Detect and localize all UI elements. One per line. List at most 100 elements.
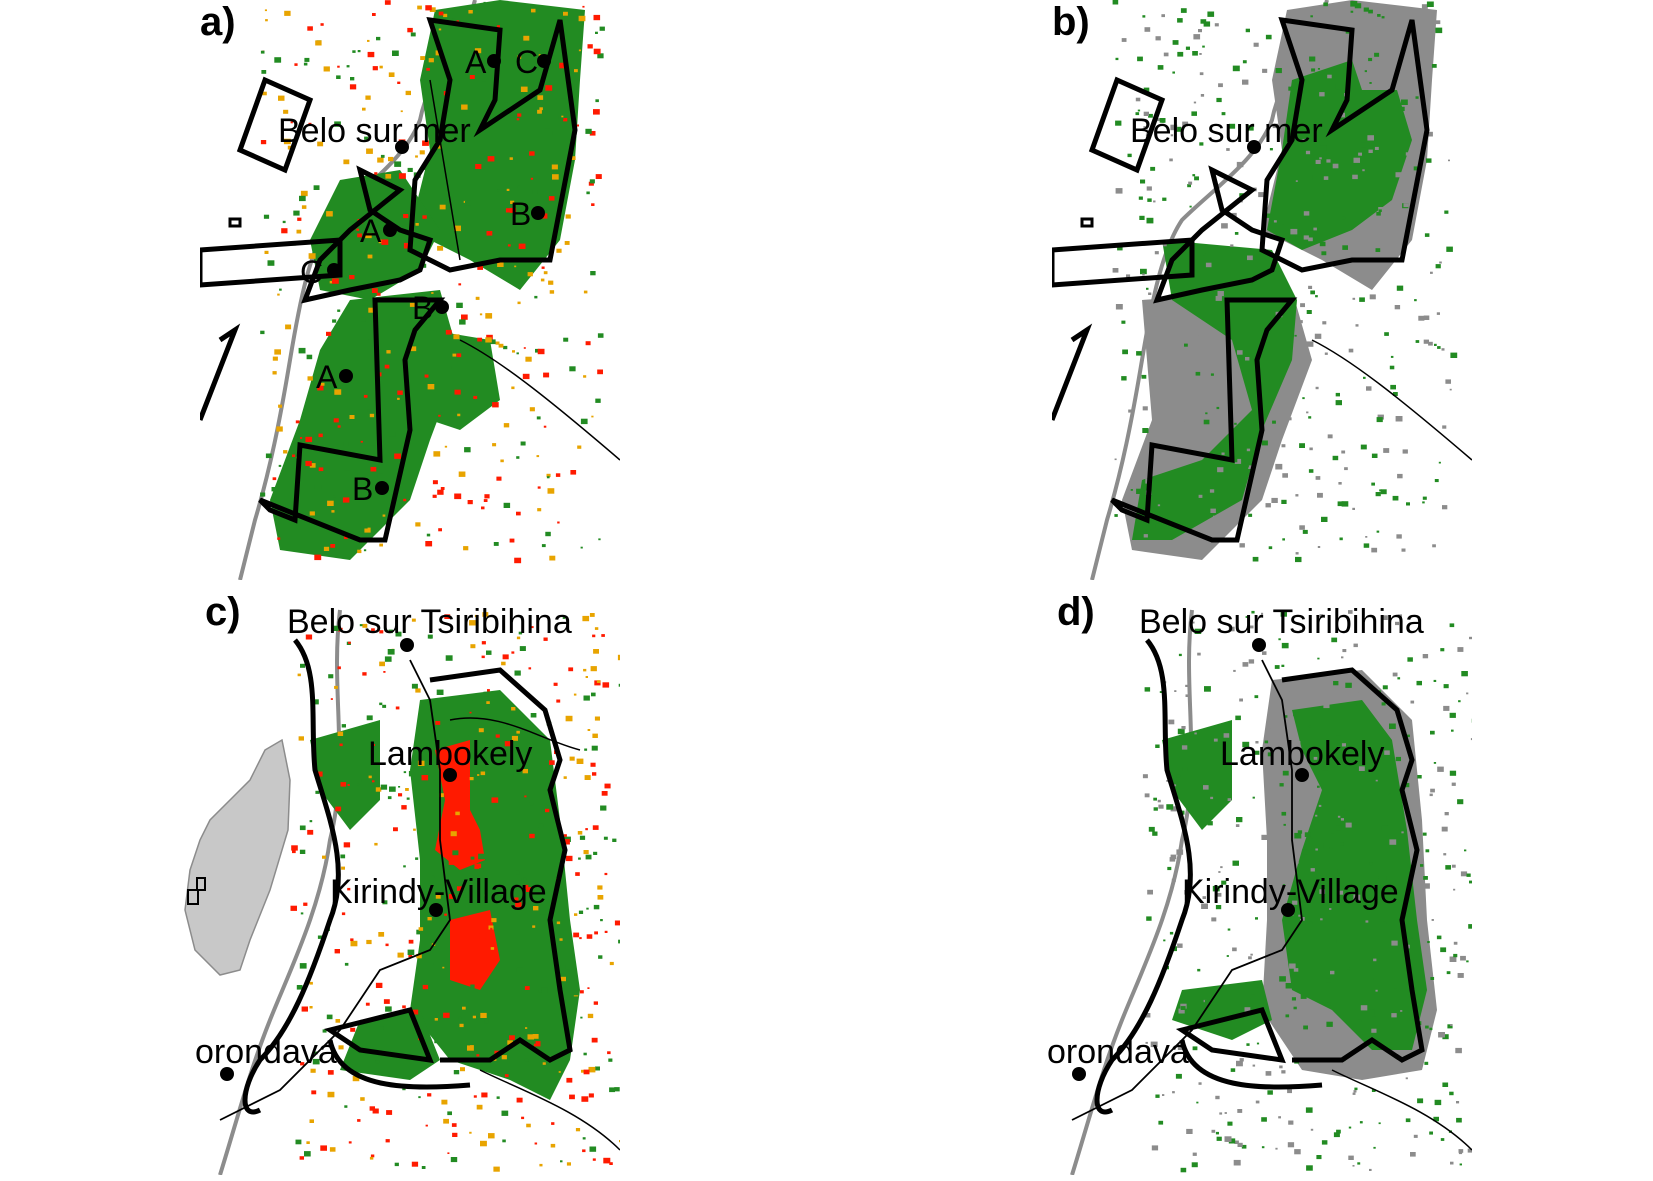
loss-pixel bbox=[403, 865, 406, 868]
loss-pixel bbox=[382, 900, 388, 905]
loss-pixel bbox=[1366, 693, 1371, 697]
loss-pixel bbox=[452, 1132, 458, 1137]
loss-pixel bbox=[1281, 499, 1287, 504]
loss-pixel bbox=[272, 356, 278, 361]
loss-pixel bbox=[1215, 1095, 1220, 1100]
loss-pixel bbox=[1407, 657, 1413, 662]
loss-pixel bbox=[1399, 106, 1405, 111]
loss-pixel bbox=[1365, 536, 1368, 538]
loss-pixel bbox=[1468, 924, 1472, 929]
loss-pixel bbox=[1193, 34, 1201, 40]
loss-pixel bbox=[1336, 731, 1342, 736]
loss-pixel bbox=[1392, 392, 1398, 396]
loss-pixel bbox=[385, 943, 389, 947]
loss-pixel bbox=[453, 334, 460, 340]
loss-pixel bbox=[1283, 823, 1286, 826]
loss-pixel bbox=[1148, 345, 1154, 350]
loss-pixel bbox=[520, 86, 528, 92]
loss-pixel bbox=[1401, 831, 1404, 834]
loss-pixel bbox=[1203, 419, 1210, 425]
loss-pixel bbox=[1322, 321, 1327, 325]
panel-label-d: d) bbox=[1057, 590, 1095, 634]
loss-pixel bbox=[1270, 725, 1274, 729]
forest-remaining bbox=[1162, 720, 1232, 830]
loss-pixel bbox=[618, 939, 620, 944]
loss-pixel bbox=[1373, 994, 1376, 997]
loss-pixel bbox=[349, 275, 355, 280]
loss-pixel bbox=[1355, 8, 1360, 11]
road bbox=[1311, 339, 1472, 461]
loss-pixel bbox=[379, 65, 383, 69]
loss-pixel bbox=[585, 828, 588, 831]
loss-pixel bbox=[1169, 931, 1174, 935]
loss-pixel bbox=[598, 955, 603, 959]
loss-pixel bbox=[1245, 378, 1251, 382]
loss-pixel bbox=[619, 1140, 620, 1143]
loss-pixel bbox=[1178, 653, 1182, 657]
loss-pixel bbox=[1179, 421, 1185, 426]
loss-pixel bbox=[1201, 903, 1208, 909]
loss-pixel bbox=[1402, 449, 1408, 454]
loss-pixel bbox=[278, 464, 282, 467]
loss-pixel bbox=[1449, 956, 1457, 962]
loss-pixel bbox=[1185, 684, 1188, 687]
loss-pixel bbox=[1378, 1122, 1381, 1125]
loss-pixel bbox=[530, 177, 534, 180]
loss-pixel bbox=[389, 786, 396, 792]
loss-pixel bbox=[484, 894, 488, 897]
loss-pixel bbox=[1281, 1070, 1286, 1074]
loss-pixel bbox=[1372, 1016, 1377, 1021]
loss-pixel bbox=[531, 8, 536, 13]
site-label: B bbox=[412, 290, 433, 326]
loss-pixel bbox=[398, 786, 401, 788]
loss-pixel bbox=[578, 49, 581, 52]
loss-pixel bbox=[1371, 1089, 1376, 1092]
forest-patch bbox=[270, 290, 460, 560]
loss-pixel bbox=[365, 95, 371, 100]
loss-pixel bbox=[516, 1097, 523, 1103]
loss-pixel bbox=[333, 495, 336, 498]
loss-pixel bbox=[1364, 70, 1367, 73]
loss-pixel bbox=[454, 225, 461, 232]
loss-pixel bbox=[274, 513, 281, 519]
loss-pixel bbox=[340, 782, 347, 787]
loss-pixel bbox=[1352, 507, 1355, 510]
loss-pixel bbox=[1194, 176, 1199, 181]
loss-pixel bbox=[317, 141, 324, 147]
loss-pixel bbox=[1326, 1021, 1333, 1027]
loss-pixel bbox=[407, 167, 413, 172]
loss-pixel bbox=[1400, 1010, 1403, 1012]
loss-pixel bbox=[1445, 379, 1451, 384]
loss-pixel bbox=[575, 872, 580, 876]
loss-pixel bbox=[1161, 14, 1165, 18]
loss-pixel bbox=[1319, 92, 1325, 97]
loss-pixel bbox=[607, 1051, 611, 1055]
loss-pixel bbox=[496, 1096, 500, 1099]
loss-pixel bbox=[349, 84, 357, 90]
loss-pixel bbox=[365, 233, 372, 239]
loss-pixel bbox=[603, 836, 608, 840]
loss-pixel bbox=[1317, 492, 1323, 498]
loss-pixel bbox=[565, 855, 573, 862]
loss-pixel bbox=[478, 853, 485, 860]
loss-pixel bbox=[529, 833, 535, 839]
loss-pixel bbox=[1441, 348, 1445, 351]
loss-pixel bbox=[1242, 741, 1250, 748]
loss-pixel bbox=[597, 333, 604, 338]
loss-pixel bbox=[1389, 365, 1395, 370]
loss-pixel bbox=[1255, 917, 1258, 920]
loss-pixel bbox=[461, 104, 468, 110]
loss-pixel bbox=[1281, 811, 1287, 816]
loss-pixel bbox=[1145, 1041, 1148, 1044]
panel-label-a: a) bbox=[200, 0, 236, 44]
loss-pixel bbox=[593, 109, 600, 115]
loss-pixel bbox=[497, 261, 504, 267]
loss-pixel bbox=[1287, 1142, 1295, 1148]
loss-pixel bbox=[467, 26, 471, 30]
loss-pixel bbox=[313, 185, 320, 190]
loss-pixel bbox=[509, 207, 517, 213]
loss-pixel bbox=[1416, 680, 1422, 686]
loss-pixel bbox=[604, 930, 608, 933]
loss-pixel bbox=[583, 695, 590, 701]
loss-pixel bbox=[371, 628, 375, 632]
